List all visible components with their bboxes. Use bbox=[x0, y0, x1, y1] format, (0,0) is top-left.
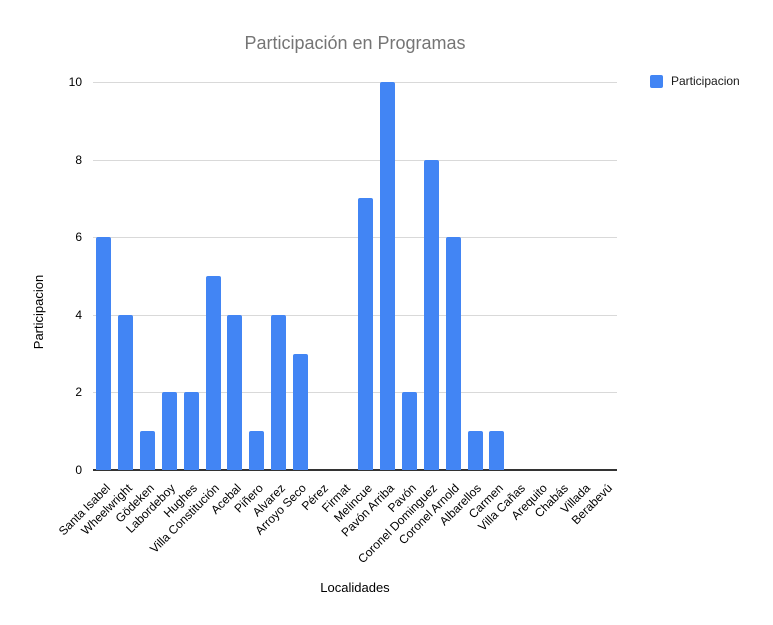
bar bbox=[489, 431, 505, 470]
bar bbox=[358, 198, 374, 470]
bar bbox=[292, 353, 308, 470]
legend: Participacion bbox=[650, 74, 740, 88]
bar bbox=[402, 392, 418, 470]
bar bbox=[423, 159, 439, 470]
x-axis-title: Localidades bbox=[320, 580, 390, 595]
bar bbox=[96, 237, 112, 470]
gridline bbox=[93, 82, 617, 83]
y-tick-label: 6 bbox=[75, 230, 82, 245]
bar bbox=[467, 431, 483, 470]
y-tick-label: 8 bbox=[75, 152, 82, 167]
gridline bbox=[93, 159, 617, 161]
chart-title: Participación en Programas bbox=[244, 33, 466, 53]
bar bbox=[205, 276, 221, 470]
bar bbox=[183, 392, 199, 470]
bar bbox=[380, 82, 396, 470]
bar bbox=[140, 431, 156, 470]
x-axis-line bbox=[93, 469, 617, 471]
gridline bbox=[93, 237, 617, 239]
legend-swatch-icon bbox=[650, 74, 663, 88]
gridline bbox=[93, 314, 617, 316]
y-tick-label: 10 bbox=[68, 75, 82, 89]
bar bbox=[271, 314, 287, 470]
bar bbox=[118, 314, 134, 470]
bar bbox=[227, 314, 243, 470]
y-tick-label: 4 bbox=[75, 307, 82, 322]
gridline bbox=[93, 392, 617, 394]
legend-label: Participacion bbox=[671, 74, 740, 88]
y-tick-label: 0 bbox=[75, 463, 82, 477]
plot-area bbox=[93, 82, 617, 471]
bar bbox=[445, 237, 461, 470]
bar bbox=[161, 392, 177, 470]
bar bbox=[249, 431, 265, 470]
y-tick-label: 2 bbox=[75, 385, 82, 400]
